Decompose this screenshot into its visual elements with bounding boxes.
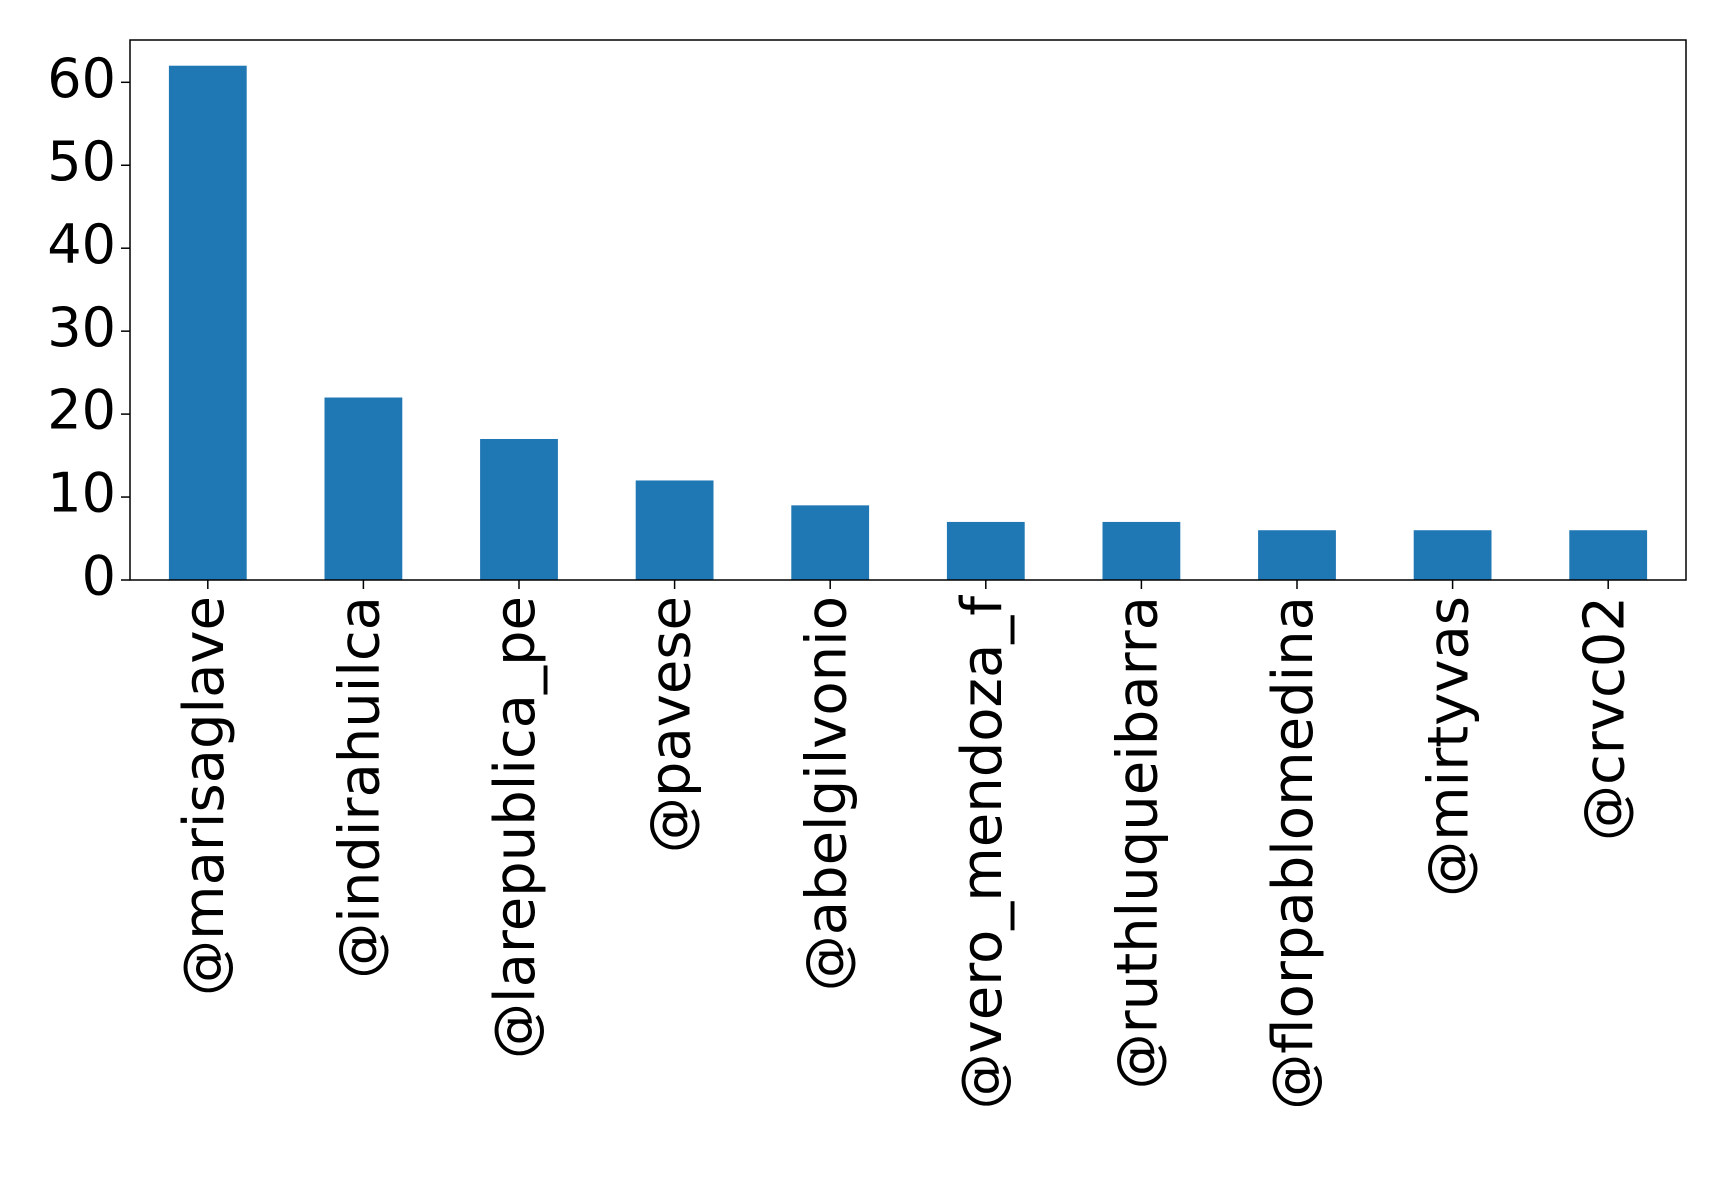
bar bbox=[168, 65, 247, 580]
y-tick-label: 20 bbox=[47, 379, 116, 442]
bar bbox=[480, 438, 558, 580]
bar bbox=[791, 505, 870, 580]
y-tick-label: 10 bbox=[47, 462, 116, 525]
y-tick-label: 40 bbox=[47, 213, 116, 276]
x-tick-label: @ruthluqueibarra bbox=[1106, 596, 1171, 1089]
x-tick-label: @florpablomedina bbox=[1261, 596, 1326, 1110]
x-tick-label: @vero_mendoza_f bbox=[950, 595, 1015, 1110]
x-tick-label: @pavese bbox=[639, 596, 704, 853]
y-tick-label: 50 bbox=[47, 130, 116, 193]
x-tick-label: @mirtyvas bbox=[1417, 596, 1482, 897]
bar bbox=[1569, 530, 1648, 580]
bar bbox=[635, 480, 714, 580]
x-tick-label: @indirahuilca bbox=[328, 596, 393, 979]
bar bbox=[1413, 530, 1492, 580]
x-tick-label: @abelgilvonio bbox=[794, 596, 859, 991]
plot-frame bbox=[129, 39, 1687, 581]
bar bbox=[1102, 521, 1181, 580]
bar bbox=[324, 397, 403, 580]
x-tick-label: @crvc02 bbox=[1572, 596, 1637, 841]
y-tick-label: 0 bbox=[82, 545, 116, 608]
x-tick-label: @larepublica_pe bbox=[483, 596, 548, 1059]
x-tick-label: @marisaglave bbox=[172, 596, 237, 996]
bar bbox=[1258, 530, 1336, 580]
y-tick-label: 60 bbox=[47, 47, 116, 110]
bar bbox=[946, 521, 1025, 580]
y-tick-label: 30 bbox=[47, 296, 116, 359]
